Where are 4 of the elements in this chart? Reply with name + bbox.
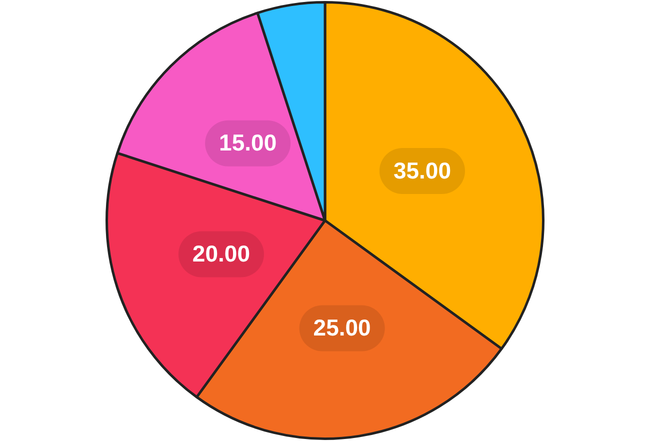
data-label: 15.00 (219, 130, 277, 156)
data-label: 35.00 (393, 157, 452, 184)
data-label: 25.00 (313, 314, 371, 341)
data-label: 20.00 (192, 240, 250, 267)
